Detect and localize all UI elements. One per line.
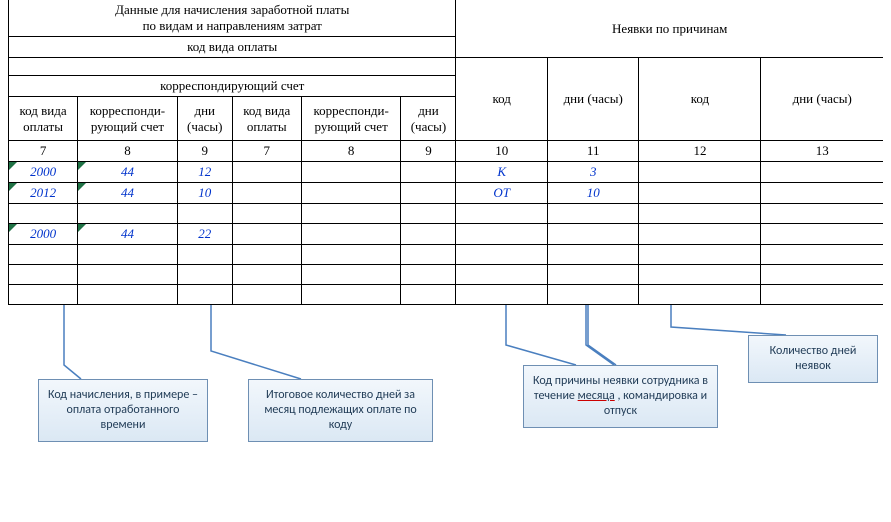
- cell: [232, 162, 301, 183]
- cell: [401, 183, 456, 204]
- left-title-1: Данные для начисления заработной платы: [115, 2, 349, 17]
- callout-b: Итоговое количество дней за месяц подлеж…: [248, 379, 433, 442]
- n9: 12: [639, 141, 761, 162]
- col-6-h: дни (часы): [401, 97, 456, 141]
- cell: [301, 183, 401, 204]
- cell: [456, 224, 548, 245]
- table-row: [9, 265, 884, 285]
- number-row: 7 8 9 7 8 9 10 11 12 13: [9, 141, 884, 162]
- cell: 44: [78, 162, 178, 183]
- cell: 44: [78, 183, 178, 204]
- cell: [401, 224, 456, 245]
- cell: 2000: [9, 162, 78, 183]
- cell: [639, 162, 761, 183]
- col-7-h: код: [456, 58, 548, 141]
- table-row: [9, 204, 884, 224]
- cell: К: [456, 162, 548, 183]
- cell: 44: [78, 224, 178, 245]
- callout-c-text-2: , командировка и отпуск: [604, 389, 707, 418]
- header-right: Неявки по причинам: [456, 0, 883, 58]
- left-title-2: по видам и направлениям затрат: [143, 18, 322, 33]
- callout-c-underline: месяца: [578, 389, 615, 403]
- cell: ОТ: [456, 183, 548, 204]
- cell: [401, 162, 456, 183]
- table-row: [9, 245, 884, 265]
- cell: [232, 224, 301, 245]
- n2: 8: [78, 141, 178, 162]
- cell: [639, 224, 761, 245]
- cell: [761, 183, 883, 204]
- n3: 9: [177, 141, 232, 162]
- callout-d: Количество дней неявок: [748, 335, 878, 383]
- n4: 7: [232, 141, 301, 162]
- n10: 13: [761, 141, 883, 162]
- table-row: 2012 44 10 ОТ 10: [9, 183, 884, 204]
- n7: 10: [456, 141, 548, 162]
- header-left: Данные для начисления заработной платы п…: [9, 0, 456, 37]
- callout-d-text: Количество дней неявок: [770, 344, 857, 373]
- cell: [232, 183, 301, 204]
- col-10-h: дни (часы): [761, 58, 883, 141]
- col-9-h: код: [639, 58, 761, 141]
- cell: [761, 162, 883, 183]
- callout-a-text: Код начисления, в примере – оплата отраб…: [48, 388, 198, 432]
- sub-header-2: корреспондирующий счет: [9, 76, 456, 97]
- callout-a: Код начисления, в примере – оплата отраб…: [38, 379, 208, 442]
- cell: 3: [547, 162, 639, 183]
- cell: 10: [547, 183, 639, 204]
- col-8-h: дни (часы): [547, 58, 639, 141]
- table-row: 2000 44 22: [9, 224, 884, 245]
- cell: [639, 183, 761, 204]
- n5: 8: [301, 141, 401, 162]
- col-5-h: корреспонди-рующий счет: [301, 97, 401, 141]
- col-3-h: дни (часы): [177, 97, 232, 141]
- payroll-table: Данные для начисления заработной платы п…: [8, 0, 883, 305]
- col-4-h: код вида оплаты: [232, 97, 301, 141]
- callouts-area: Код начисления, в примере – оплата отраб…: [8, 305, 883, 475]
- sub-header-1: код вида оплаты: [9, 37, 456, 58]
- cell: 2000: [9, 224, 78, 245]
- n1: 7: [9, 141, 78, 162]
- n8: 11: [547, 141, 639, 162]
- n6: 9: [401, 141, 456, 162]
- callout-c: Код причины неявки сотрудника в течение …: [523, 365, 718, 428]
- cell: 2012: [9, 183, 78, 204]
- cell: 22: [177, 224, 232, 245]
- callout-b-text: Итоговое количество дней за месяц подлеж…: [264, 388, 416, 432]
- cell: [547, 224, 639, 245]
- table-row: [9, 285, 884, 305]
- col-1-h: код вида оплаты: [9, 97, 78, 141]
- cell: [761, 224, 883, 245]
- table-row: 2000 44 12 К 3: [9, 162, 884, 183]
- blank-row-1: [9, 58, 456, 76]
- cell: [301, 162, 401, 183]
- cell: 12: [177, 162, 232, 183]
- cell: 10: [177, 183, 232, 204]
- col-2-h: корреспонди-рующий счет: [78, 97, 178, 141]
- cell: [301, 224, 401, 245]
